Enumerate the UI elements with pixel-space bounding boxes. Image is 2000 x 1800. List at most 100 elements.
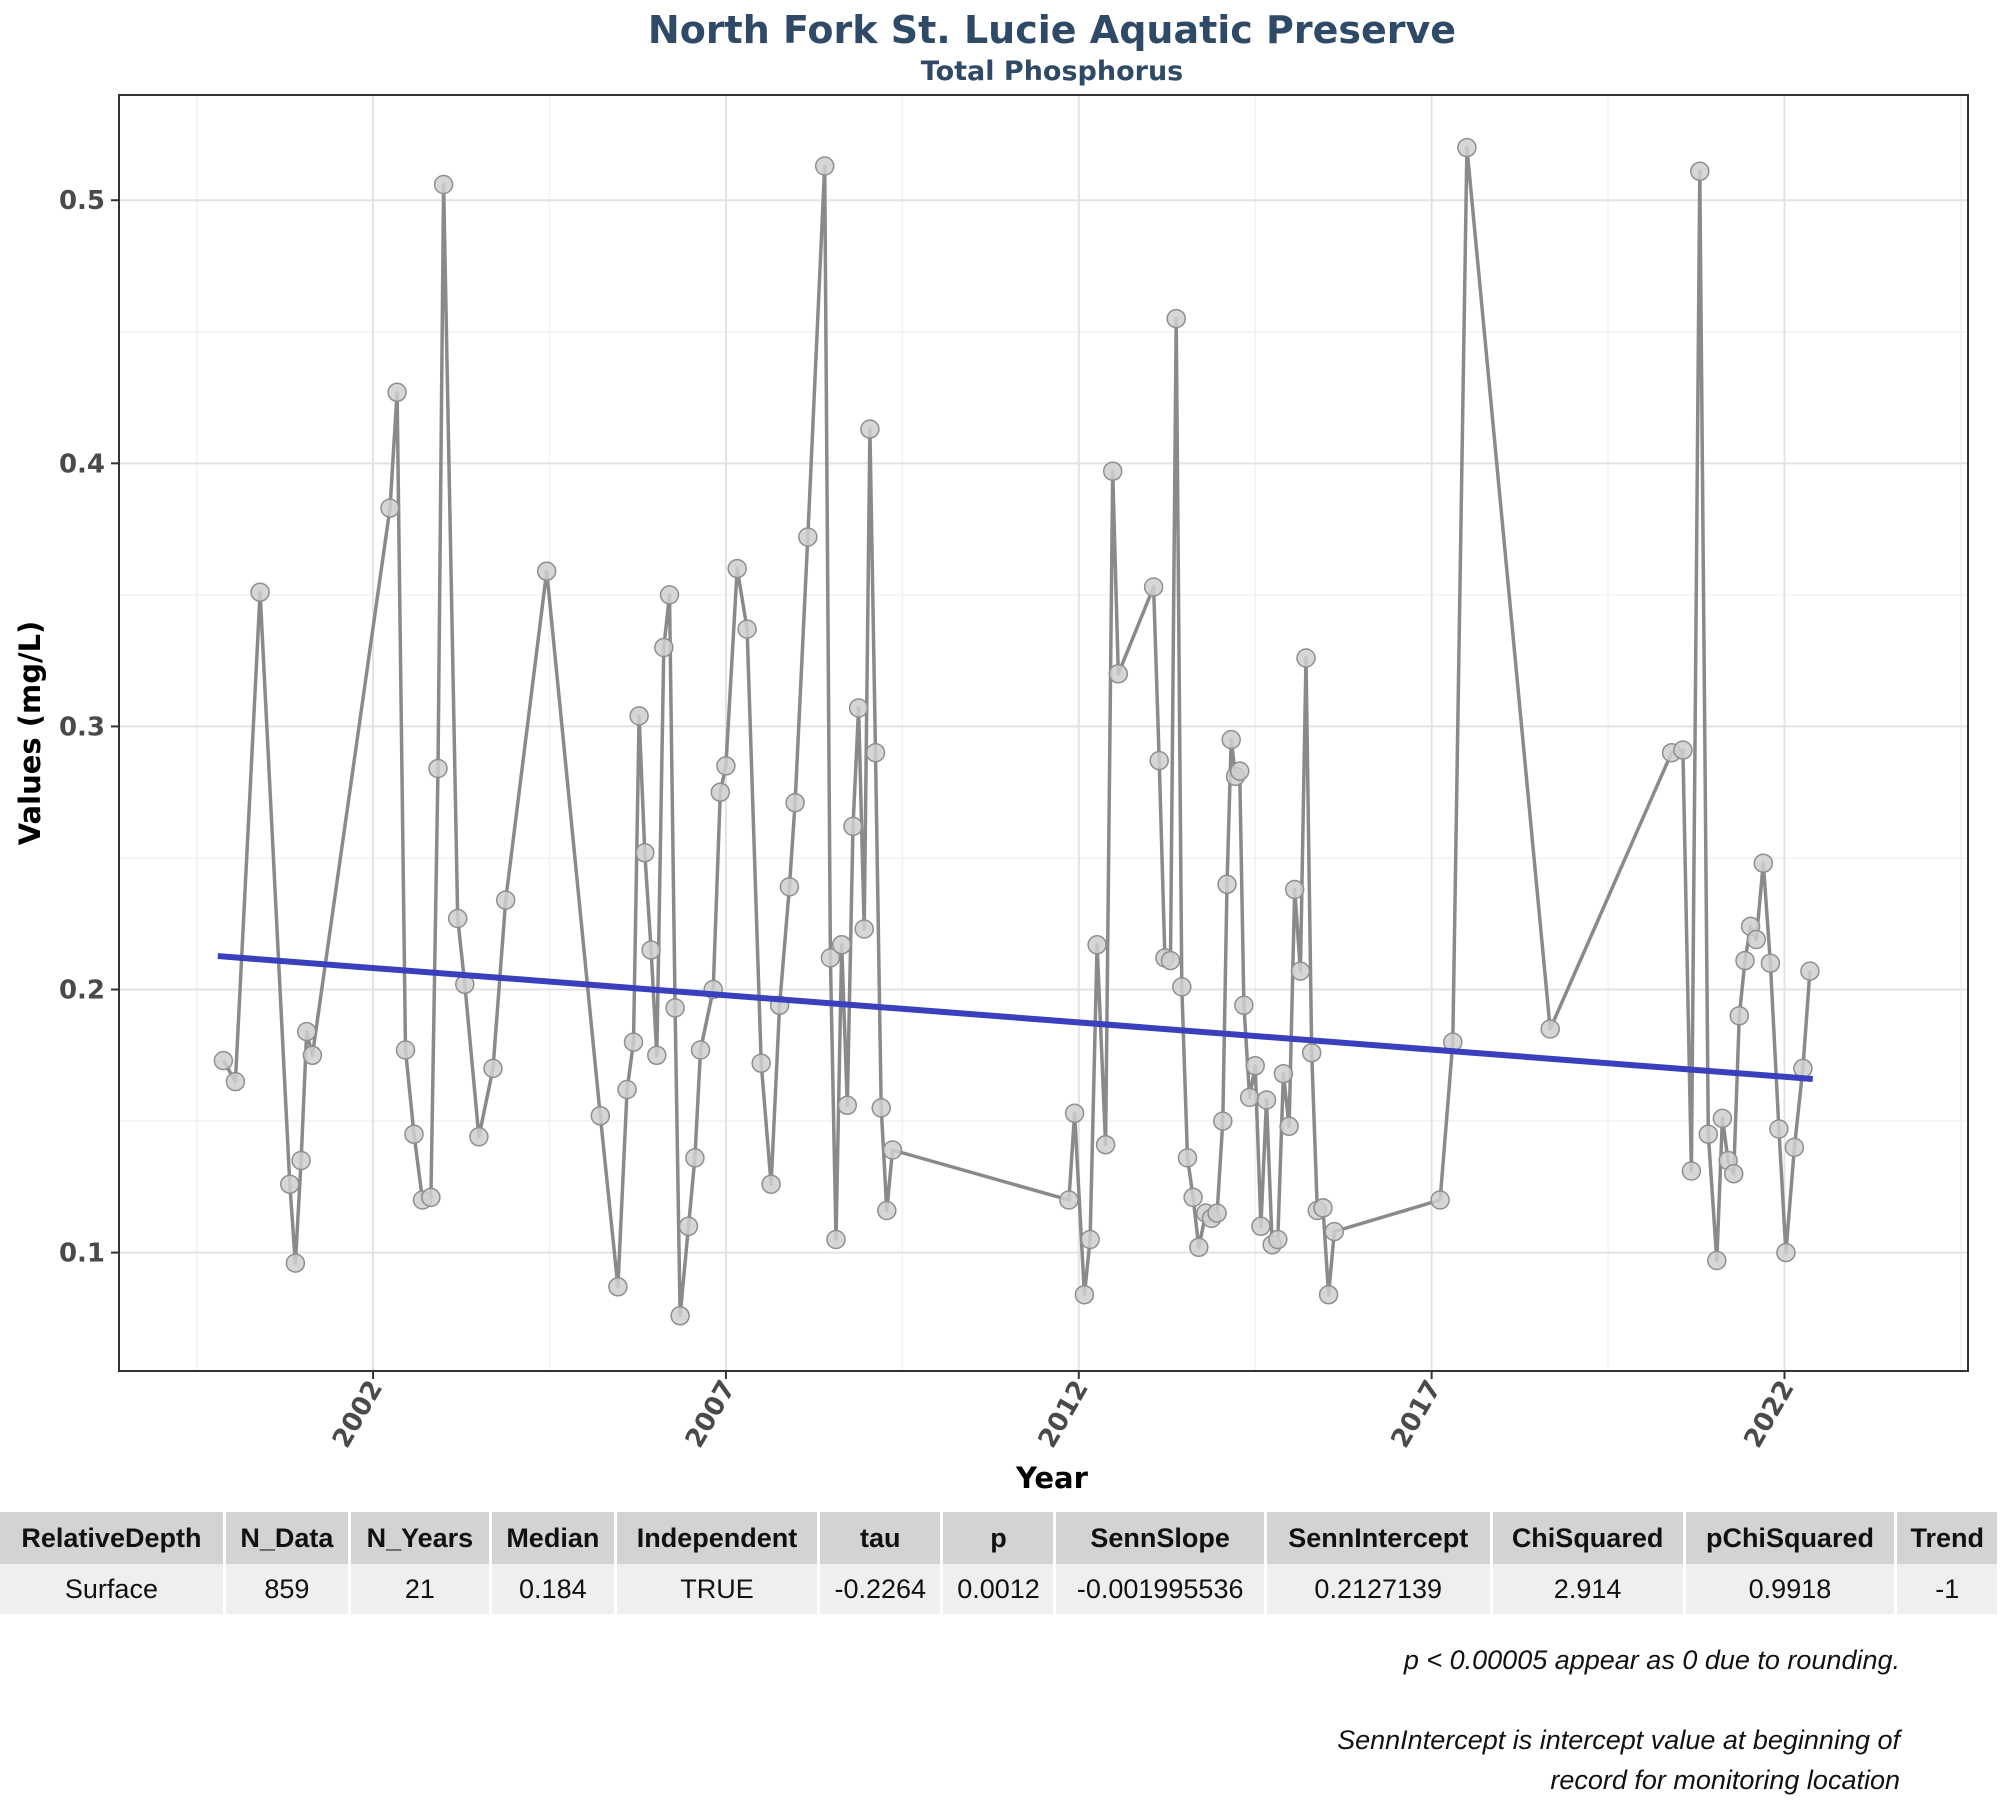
chart: North Fork St. Lucie Aquatic Preserve To…	[13, 8, 1969, 1495]
grid	[119, 95, 1968, 1371]
x-tick-label: 2022	[1738, 1376, 1800, 1454]
intercept-note: SennIntercept is intercept value at begi…	[1337, 1720, 1900, 1800]
data-point	[1245, 1056, 1265, 1076]
data-point	[495, 890, 516, 910]
data-point	[665, 998, 685, 1018]
data-point	[1221, 729, 1241, 750]
y-tick-label: 0.1	[59, 1239, 105, 1269]
data-point	[1217, 874, 1237, 895]
data-point	[877, 1200, 897, 1221]
data-point	[1690, 161, 1710, 182]
data-point	[1301, 1042, 1322, 1063]
data-point	[1313, 1198, 1333, 1218]
data-point	[1318, 1284, 1339, 1305]
data-point	[421, 1187, 441, 1208]
data-point	[623, 1032, 644, 1052]
data-point	[882, 1140, 903, 1160]
rounding-note: p < 0.00005 appear as 0 due to rounding.	[1404, 1640, 1900, 1680]
data-point	[250, 582, 270, 602]
table-cell: -0.2264	[820, 1564, 944, 1614]
data-point	[1681, 1161, 1702, 1181]
data-point	[854, 919, 874, 939]
data-point	[1160, 950, 1181, 971]
x-tick-label: 2012	[1033, 1376, 1095, 1454]
data-point	[617, 1079, 637, 1100]
data-point	[779, 877, 800, 897]
table-header-cell: pChiSquared	[1685, 1512, 1898, 1564]
data-point	[1143, 577, 1164, 597]
data-point	[1707, 1250, 1727, 1271]
y-tick-label: 0.3	[59, 712, 105, 742]
data-point	[865, 742, 886, 763]
data-point	[1108, 664, 1129, 684]
data-point	[1087, 935, 1107, 955]
y-axis-title: Values (mg/L)	[13, 621, 47, 846]
table-header-cell: N_Years	[350, 1512, 492, 1564]
data-point	[1273, 1063, 1294, 1084]
data-point	[860, 419, 880, 439]
data-point	[447, 908, 468, 929]
data-point	[1256, 1090, 1277, 1110]
data-point	[483, 1058, 503, 1079]
data-point	[1166, 308, 1186, 329]
data-point	[629, 706, 649, 726]
data-point	[590, 1106, 611, 1126]
data-point	[1177, 1148, 1198, 1168]
data-point	[659, 585, 680, 605]
x-tick-label: 2002	[327, 1376, 389, 1454]
data-point	[1769, 1119, 1789, 1139]
table-header-cell: Trend	[1897, 1512, 2000, 1564]
data-point	[1735, 950, 1755, 971]
table-cell: 859	[225, 1564, 351, 1614]
table-cell: 0.0012	[943, 1564, 1057, 1614]
chart-title: North Fork St. Lucie Aquatic Preserve	[648, 8, 1456, 52]
data-point	[608, 1277, 628, 1297]
table-cell: Surface	[0, 1564, 226, 1614]
data-point	[1324, 1221, 1345, 1242]
table-header-cell: p	[943, 1512, 1057, 1564]
data-point	[302, 1045, 323, 1066]
data-point	[536, 561, 557, 581]
data-point	[1229, 761, 1250, 781]
data-point	[1183, 1187, 1203, 1208]
data-point	[213, 1050, 234, 1071]
data-point	[1268, 1229, 1288, 1250]
data-point	[654, 637, 674, 658]
data-point	[1251, 1216, 1271, 1237]
y-axis: 0.1 0.2 0.3 0.4 0.5	[59, 186, 119, 1269]
data-point	[1430, 1190, 1450, 1210]
data-point	[1673, 740, 1693, 760]
data-point	[404, 1124, 424, 1144]
data-point	[395, 1040, 416, 1060]
data-point	[433, 174, 454, 195]
data-point	[871, 1098, 891, 1118]
intercept-note-line1: SennIntercept is intercept value at begi…	[1337, 1725, 1900, 1755]
data-point	[641, 940, 661, 960]
table-cell: -0.001995536	[1056, 1564, 1267, 1614]
data-point	[1239, 1087, 1260, 1108]
data-point	[428, 758, 448, 779]
data-point	[1189, 1237, 1209, 1258]
data-point	[1800, 961, 1820, 981]
table-cell: 2.914	[1492, 1564, 1686, 1614]
data-point	[647, 1045, 667, 1066]
table-cell: 0.184	[491, 1564, 617, 1614]
data-point	[1746, 929, 1767, 950]
data-point	[1729, 1006, 1750, 1026]
trend-line	[217, 953, 1813, 1082]
plot-panel	[118, 94, 1969, 1372]
table-header-cell: Median	[491, 1512, 617, 1564]
data-series	[213, 137, 1820, 1326]
x-tick-label: 2017	[1386, 1376, 1448, 1454]
data-point	[1457, 137, 1477, 158]
data-point	[716, 756, 736, 776]
table-cell: TRUE	[616, 1564, 821, 1614]
data-point	[848, 698, 869, 718]
data-point	[1540, 1019, 1560, 1039]
data-point	[1793, 1058, 1813, 1079]
table-cell: 21	[350, 1564, 492, 1614]
data-point	[285, 1253, 306, 1273]
data-point	[296, 1021, 317, 1042]
data-point	[1064, 1103, 1085, 1123]
data-point	[1284, 879, 1305, 900]
